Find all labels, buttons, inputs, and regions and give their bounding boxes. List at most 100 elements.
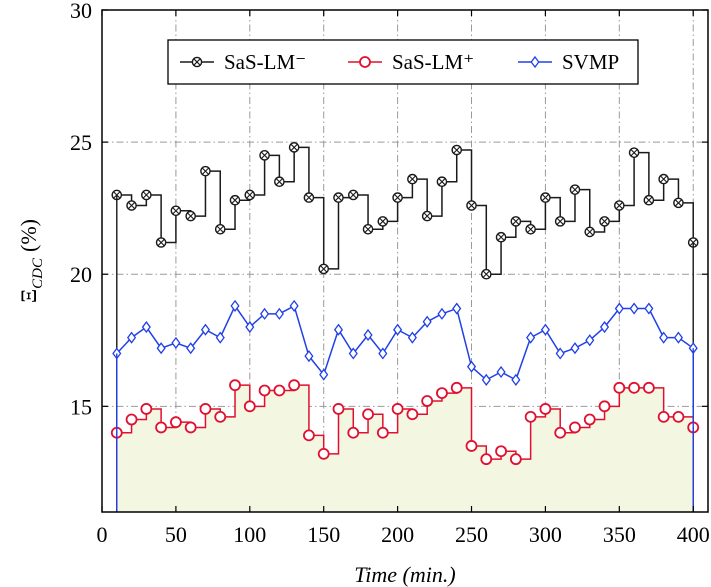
point-svmp bbox=[570, 342, 580, 355]
point-svmp bbox=[378, 347, 388, 360]
x-tick-label: 200 bbox=[381, 522, 414, 547]
point-svmp bbox=[422, 315, 432, 328]
point-sas-lm-plus bbox=[583, 413, 596, 426]
point-svmp bbox=[363, 328, 373, 342]
x-tick-label: 300 bbox=[529, 522, 562, 547]
point-svmp bbox=[319, 368, 329, 381]
point-svmp bbox=[496, 365, 506, 379]
legend: SaS-LM⁻ SaS-LM⁺ SVMP bbox=[167, 39, 639, 85]
point-svmp bbox=[200, 323, 211, 336]
point-sas-lm-plus bbox=[140, 403, 153, 415]
point-svmp bbox=[466, 360, 477, 373]
point-sas-lm-minus-cross-b bbox=[527, 225, 535, 233]
point-sas-lm-minus-cross-b bbox=[541, 194, 550, 202]
point-sas-lm-minus-cross-b bbox=[142, 191, 150, 199]
point-sas-lm-plus bbox=[509, 453, 522, 466]
x-tick-label: 250 bbox=[455, 522, 488, 547]
point-sas-lm-plus bbox=[657, 410, 670, 423]
point-svmp bbox=[585, 334, 595, 347]
point-svmp bbox=[481, 373, 491, 386]
point-svmp bbox=[526, 331, 536, 344]
point-sas-lm-plus bbox=[642, 381, 655, 394]
legend-label-svmp: SVMP bbox=[562, 50, 619, 74]
point-svmp bbox=[215, 331, 225, 344]
point-svmp bbox=[304, 350, 314, 363]
point-svmp bbox=[289, 299, 299, 312]
point-sas-lm-minus-cross-b bbox=[556, 217, 564, 225]
series-line-sas-lm-minus bbox=[116, 146, 694, 275]
point-sas-lm-minus-cross-b bbox=[674, 199, 683, 207]
point-sas-lm-plus bbox=[672, 410, 685, 423]
legend-marker-sas-lm-plus bbox=[359, 56, 371, 68]
point-sas-lm-minus-cross-b bbox=[630, 149, 638, 157]
series-line-svmp bbox=[116, 304, 694, 381]
series-svmp bbox=[112, 299, 698, 386]
x-tick-label: 0 bbox=[97, 522, 108, 547]
point-sas-lm-plus bbox=[569, 421, 581, 434]
point-svmp bbox=[407, 331, 417, 344]
legend-marker-svmp bbox=[530, 55, 540, 69]
y-axis-title-sub: CDC bbox=[30, 257, 46, 289]
point-sas-lm-plus bbox=[214, 410, 227, 423]
point-sas-lm-plus bbox=[465, 440, 478, 452]
point-sas-lm-plus bbox=[421, 395, 434, 407]
legend-label-sas-lm-minus: SaS-LM⁻ bbox=[224, 50, 306, 74]
point-sas-lm-plus bbox=[317, 447, 330, 460]
point-sas-lm-plus bbox=[243, 400, 256, 413]
point-sas-lm-plus bbox=[613, 381, 626, 394]
x-tick-label: 350 bbox=[603, 522, 636, 547]
point-sas-lm-plus bbox=[450, 381, 463, 394]
point-sas-lm-plus bbox=[170, 416, 182, 429]
y-tick-label: 15 bbox=[70, 394, 92, 419]
point-sas-lm-minus-cross-b bbox=[246, 191, 254, 199]
point-sas-lm-plus bbox=[288, 379, 301, 392]
point-svmp bbox=[673, 331, 684, 344]
point-sas-lm-plus bbox=[376, 426, 389, 439]
point-sas-lm-minus-cross-b bbox=[645, 196, 653, 204]
point-sas-lm-minus-cross-b bbox=[408, 175, 416, 183]
point-svmp bbox=[274, 307, 284, 320]
point-sas-lm-plus bbox=[229, 379, 241, 392]
point-sas-lm-minus-cross-b bbox=[172, 207, 180, 215]
point-sas-lm-plus bbox=[184, 421, 197, 434]
point-sas-lm-minus-cross-b bbox=[394, 194, 402, 202]
point-sas-lm-minus-cross-b bbox=[334, 194, 343, 202]
point-sas-lm-minus-cross-b bbox=[364, 225, 372, 233]
point-sas-lm-minus-cross-b bbox=[260, 151, 269, 159]
point-svmp bbox=[452, 302, 462, 315]
point-svmp bbox=[644, 302, 654, 315]
point-sas-lm-plus bbox=[524, 410, 537, 423]
point-sas-lm-plus bbox=[436, 387, 448, 400]
point-svmp bbox=[599, 320, 610, 334]
point-sas-lm-plus bbox=[199, 403, 212, 415]
y-axis-title-unit: (%) bbox=[16, 219, 41, 252]
axis-ticks: 0 50 100 150 200 250 300 350 400 15 20 25 30 bbox=[70, 0, 710, 547]
point-sas-lm-plus bbox=[155, 421, 168, 434]
legend-item-svmp: SVMP bbox=[518, 50, 619, 74]
point-sas-lm-minus-cross-b bbox=[379, 217, 387, 225]
point-svmp bbox=[393, 323, 403, 336]
y-tick-label: 25 bbox=[70, 130, 92, 155]
point-sas-lm-minus-cross-b bbox=[201, 167, 210, 175]
point-sas-lm-plus bbox=[628, 381, 640, 394]
point-sas-lm-minus-cross-b bbox=[660, 175, 668, 183]
point-svmp bbox=[186, 342, 196, 355]
point-sas-lm-minus-cross-b bbox=[586, 228, 594, 236]
x-axis-title: Time (min.) bbox=[354, 562, 455, 587]
point-sas-lm-plus bbox=[258, 384, 271, 397]
point-svmp bbox=[333, 323, 344, 336]
point-sas-lm-minus-cross-b bbox=[571, 186, 579, 194]
point-sas-lm-minus-cross-b bbox=[512, 217, 520, 225]
point-svmp bbox=[171, 336, 181, 349]
point-sas-lm-minus-cross-b bbox=[423, 212, 431, 220]
point-sas-lm-plus bbox=[495, 445, 507, 458]
point-svmp bbox=[141, 320, 151, 334]
point-sas-lm-minus-cross-b bbox=[216, 225, 224, 233]
point-sas-lm-minus-cross-b bbox=[290, 143, 298, 151]
point-sas-lm-minus-cross-b bbox=[275, 178, 283, 186]
point-svmp bbox=[540, 323, 550, 336]
legend-marker-sas-lm-minus-cross-b bbox=[193, 58, 201, 66]
point-sas-lm-minus-cross-b bbox=[453, 146, 461, 154]
y-tick-label: 30 bbox=[70, 0, 92, 23]
